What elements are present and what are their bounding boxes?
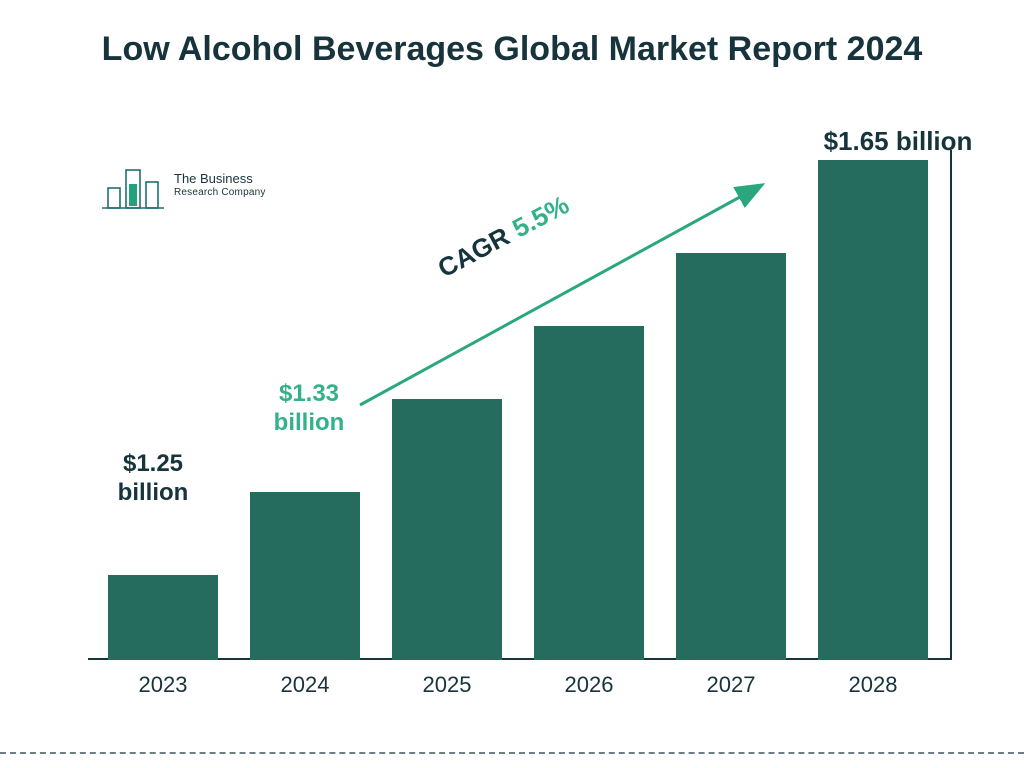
x-tick-label: 2026 [519, 672, 659, 698]
bar [676, 253, 786, 660]
x-tick-label: 2027 [661, 672, 801, 698]
footer-divider [0, 752, 1024, 754]
bar-data-label: $1.65 billion [798, 126, 998, 157]
x-tick-label: 2028 [803, 672, 943, 698]
chart-title: Low Alcohol Beverages Global Market Repo… [0, 28, 1024, 71]
x-tick-label: 2023 [93, 672, 233, 698]
x-tick-label: 2024 [235, 672, 375, 698]
chart-canvas: Low Alcohol Beverages Global Market Repo… [0, 0, 1024, 768]
x-tick-label: 2025 [377, 672, 517, 698]
bar [108, 575, 218, 660]
bar [392, 399, 502, 660]
bar [250, 492, 360, 660]
bar [534, 326, 644, 660]
bar-data-label: $1.25billion [88, 450, 218, 508]
bar-data-label: $1.33billion [244, 380, 374, 438]
bar [818, 160, 928, 660]
